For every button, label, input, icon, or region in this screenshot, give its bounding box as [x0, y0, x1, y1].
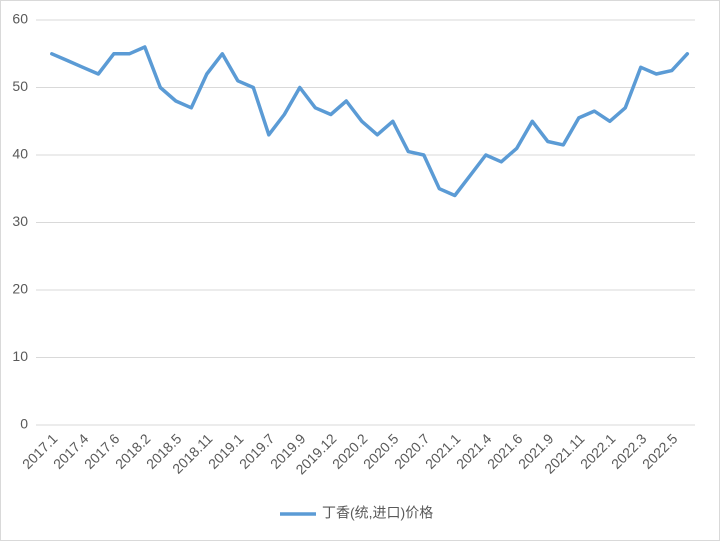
y-tick-label: 20 — [12, 281, 28, 297]
y-tick-label: 30 — [12, 213, 28, 229]
y-tick-label: 0 — [20, 416, 28, 432]
line-series — [50, 45, 690, 198]
y-tick-label: 10 — [12, 348, 28, 364]
legend-label: 丁香(统,进口)价格 — [322, 505, 433, 521]
y-tick-label: 60 — [12, 11, 28, 27]
y-tick-label: 40 — [12, 146, 28, 162]
y-tick-label: 50 — [12, 78, 28, 94]
